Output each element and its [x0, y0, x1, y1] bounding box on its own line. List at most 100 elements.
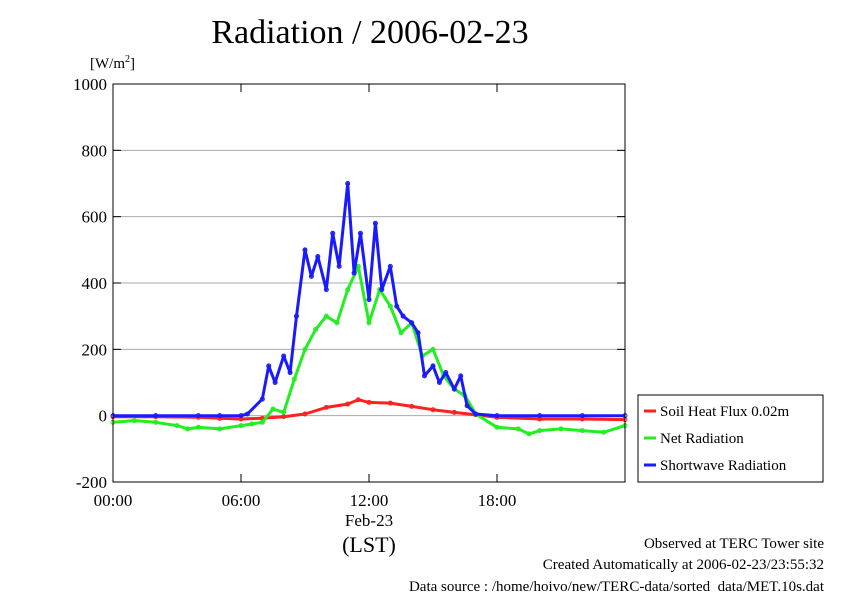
y-unit-end: ]: [130, 56, 135, 72]
y-unit-main: [W/m: [90, 56, 125, 72]
data-point: [526, 431, 532, 437]
y-tick-label: 800: [82, 141, 108, 160]
data-point: [351, 270, 357, 276]
data-point: [464, 403, 470, 409]
data-point: [357, 230, 363, 236]
data-point: [238, 423, 244, 429]
data-point: [558, 426, 564, 432]
data-point: [174, 423, 180, 429]
data-point: [494, 424, 500, 430]
y-tick-label: 0: [99, 407, 108, 426]
data-point: [515, 426, 521, 432]
data-point: [302, 247, 308, 253]
data-point: [451, 386, 457, 392]
data-point: [313, 326, 319, 332]
footer-created: Created Automatically at 2006-02-23/23:5…: [542, 557, 824, 573]
legend-box: [637, 394, 824, 483]
y-unit-sup: 2: [125, 54, 130, 65]
data-point: [323, 287, 329, 293]
data-point: [430, 407, 436, 413]
x-axis-label: (LST): [342, 532, 396, 557]
data-point: [345, 401, 351, 407]
data-point: [537, 413, 543, 419]
series-line-2: [113, 182, 625, 418]
legend-label: Shortwave Radiation: [660, 458, 787, 474]
data-point: [259, 396, 265, 402]
data-point: [458, 373, 464, 379]
x-tick-sublabel: Feb-23: [345, 511, 393, 530]
data-point: [415, 330, 421, 336]
data-point: [400, 313, 406, 319]
series-line-1: [112, 264, 626, 436]
data-point: [366, 297, 372, 303]
data-point: [153, 419, 159, 425]
y-tick-label: 1000: [73, 75, 107, 94]
data-point: [345, 181, 351, 186]
data-point: [323, 313, 329, 319]
data-point: [302, 346, 308, 352]
data-point: [387, 400, 393, 406]
data-point: [430, 346, 436, 352]
data-point: [345, 287, 351, 293]
data-point: [281, 353, 287, 359]
data-point: [430, 363, 436, 369]
data-point: [323, 404, 329, 410]
data-point: [281, 409, 287, 415]
data-point: [336, 263, 342, 269]
x-tick-label: 18:00: [478, 491, 517, 510]
data-point: [249, 421, 255, 427]
data-point: [355, 397, 361, 403]
data-point: [334, 320, 340, 326]
data-point: [270, 406, 276, 412]
data-point: [537, 428, 543, 434]
x-tick-label: 00:00: [94, 491, 133, 510]
data-point: [238, 413, 244, 419]
y-tick-label: 600: [82, 208, 108, 227]
data-point: [601, 429, 607, 435]
data-point: [244, 411, 250, 417]
data-point: [153, 413, 159, 419]
data-point: [436, 380, 442, 385]
y-tick-label: 400: [82, 274, 108, 293]
data-point: [366, 320, 372, 326]
data-point: [451, 409, 457, 415]
data-point: [308, 273, 314, 279]
x-tick-label: 06:00: [222, 491, 261, 510]
data-point: [330, 230, 336, 236]
data-point: [185, 426, 191, 432]
data-point: [387, 303, 393, 309]
data-point: [272, 380, 278, 385]
data-point: [394, 303, 400, 309]
x-tick-label: 12:00: [350, 491, 389, 510]
data-point: [579, 413, 585, 419]
y-tick-label: 200: [82, 340, 108, 359]
plot-frame: [112, 83, 626, 483]
legend-label: Soil Heat Flux 0.02m: [660, 404, 790, 420]
data-point: [195, 424, 201, 430]
data-point: [131, 418, 137, 424]
data-point: [266, 363, 272, 369]
data-point: [287, 370, 293, 376]
data-point: [579, 428, 585, 434]
data-point: [421, 373, 427, 379]
data-point: [217, 413, 223, 419]
data-point: [409, 320, 415, 326]
data-point: [291, 376, 297, 382]
y-axis-unit: [W/m2]: [90, 54, 135, 73]
legend-label: Net Radiation: [660, 431, 744, 447]
data-point: [387, 263, 393, 269]
data-point: [443, 370, 449, 376]
y-tick-label: -200: [76, 473, 107, 492]
data-point: [409, 403, 415, 409]
data-point: [195, 413, 201, 419]
footer-observed: Observed at TERC Tower site: [643, 536, 824, 552]
data-point: [494, 413, 500, 419]
data-point: [315, 253, 321, 259]
data-point: [259, 419, 265, 425]
data-point: [293, 313, 299, 319]
data-point: [302, 411, 308, 417]
data-point: [366, 399, 372, 405]
chart-title: Radiation / 2006-02-23: [211, 14, 529, 51]
data-point: [398, 330, 404, 336]
